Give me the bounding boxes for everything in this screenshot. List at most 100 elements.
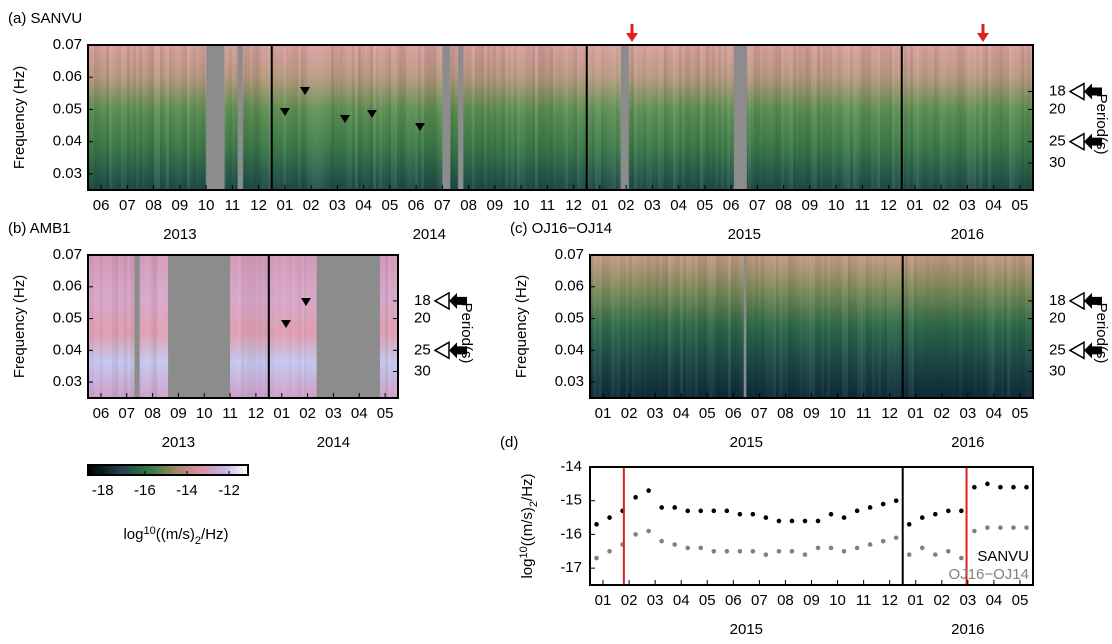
spectrogram-stripe xyxy=(100,45,103,190)
spectrogram-stripe xyxy=(929,255,932,398)
spectrogram-stripe xyxy=(463,45,466,190)
data-gap xyxy=(743,255,747,398)
spectrogram-stripe xyxy=(121,255,124,398)
spectrogram-stripe xyxy=(802,45,805,190)
spectrogram-stripe xyxy=(761,255,764,398)
spectrogram-stripe xyxy=(388,45,391,190)
spectrogram-stripe xyxy=(367,45,370,190)
spectrogram-stripe xyxy=(887,255,890,398)
spectrogram-stripe xyxy=(676,45,679,190)
spectrogram-stripe xyxy=(244,45,247,190)
spectrogram-stripe xyxy=(884,255,887,398)
spectrogram-stripe xyxy=(391,45,394,190)
spectrogram-stripe xyxy=(737,255,740,398)
spectrogram-stripe xyxy=(872,255,875,398)
spectrogram-stripe xyxy=(649,45,652,190)
spectrogram-stripe xyxy=(830,255,833,398)
spectrogram-stripe xyxy=(833,255,836,398)
spectrogram-stripe xyxy=(931,45,934,190)
data-point xyxy=(698,545,704,551)
y-tick-label: -14 xyxy=(560,458,582,475)
spectrogram-stripe xyxy=(893,255,896,398)
spectrogram-stripe xyxy=(725,255,728,398)
x-tick-label: 02 xyxy=(621,405,638,422)
spectrogram-stripe xyxy=(841,45,844,190)
spectrogram-stripe xyxy=(890,255,893,398)
data-point xyxy=(946,548,951,554)
data-point xyxy=(1024,484,1029,490)
spectrogram-stripe xyxy=(316,45,319,190)
spectrogram-stripe xyxy=(139,45,142,190)
spectrogram-stripe xyxy=(886,45,889,190)
year-label: 2013 xyxy=(162,434,195,451)
data-point xyxy=(985,481,990,487)
spectrogram-stripe xyxy=(262,45,265,190)
data-point xyxy=(959,555,964,561)
data-point xyxy=(633,495,638,500)
spectrogram-stripe xyxy=(824,255,827,398)
x-tick-label: 02 xyxy=(933,197,950,214)
spectrogram-stripe xyxy=(280,255,283,398)
label-part: ((m/s) xyxy=(156,526,195,543)
spectrogram-stripe xyxy=(667,45,670,190)
spectrogram-stripe xyxy=(991,45,994,190)
spectrogram-stripe xyxy=(626,255,629,398)
spectrogram-stripe xyxy=(721,45,724,190)
data-point xyxy=(880,538,886,544)
y-tick-label: -17 xyxy=(560,559,582,576)
spectrogram-stripe xyxy=(301,255,304,398)
spectrogram-stripe xyxy=(827,255,830,398)
spectrogram-stripe xyxy=(895,45,898,190)
spectrogram-stripe xyxy=(559,45,562,190)
spectrogram-stripe xyxy=(877,45,880,190)
spectrogram-stripe xyxy=(1022,255,1025,398)
colorbar-tick-label: -12 xyxy=(218,482,240,499)
spectrogram-stripe xyxy=(695,255,698,398)
x-tick-label: 09 xyxy=(802,197,819,214)
spectrogram-stripe xyxy=(659,255,662,398)
data-point xyxy=(1011,525,1016,530)
spectrogram-stripe xyxy=(295,255,298,398)
spectrogram-stripe xyxy=(778,45,781,190)
plot-frame xyxy=(87,254,399,399)
spectrogram-stripe xyxy=(875,255,878,398)
x-tick-label: 10 xyxy=(828,197,845,214)
data-point xyxy=(985,525,990,530)
y2-tick-label: 18 xyxy=(1049,292,1066,309)
x-tick-label: 08 xyxy=(144,405,161,422)
spectrogram-stripe xyxy=(898,45,901,190)
spectrogram-stripe xyxy=(683,255,686,398)
data-gap xyxy=(620,45,629,190)
data-gap xyxy=(206,45,225,190)
spectrogram-stripe xyxy=(958,45,961,190)
spectrogram-stripe xyxy=(484,45,487,190)
y-tick-label: 0.06 xyxy=(555,278,584,295)
spectrogram-stripe xyxy=(610,45,613,190)
data-gap xyxy=(134,255,140,398)
spectrogram-stripe xyxy=(839,255,842,398)
spectrogram-stripe xyxy=(616,45,619,190)
spectrogram-stripe xyxy=(985,45,988,190)
spectrogram-stripe xyxy=(949,45,952,190)
spectrogram-stripe xyxy=(268,45,271,190)
spectrogram-stripe xyxy=(235,45,238,190)
spectrogram-stripe xyxy=(526,45,529,190)
spectrogram-stripe xyxy=(1025,255,1028,398)
spectrogram-stripe xyxy=(574,45,577,190)
spectrogram-stripe xyxy=(920,255,923,398)
spectrogram-stripe xyxy=(740,255,743,398)
spectrogram-stripe xyxy=(589,45,592,190)
spectrogram-stripe xyxy=(994,45,997,190)
spectrogram-stripe xyxy=(982,45,985,190)
spectrogram-stripe xyxy=(716,255,719,398)
y-tick-label: 0.04 xyxy=(53,341,82,358)
data-point xyxy=(972,528,977,534)
spectrogram-stripe xyxy=(400,45,403,190)
spectrogram-stripe xyxy=(112,255,115,398)
spectrogram-stripe xyxy=(685,45,688,190)
spectrogram-stripe xyxy=(535,45,538,190)
spectrogram-stripe xyxy=(571,45,574,190)
spectrogram-stripe xyxy=(403,45,406,190)
spectrogram-stripe xyxy=(115,45,118,190)
